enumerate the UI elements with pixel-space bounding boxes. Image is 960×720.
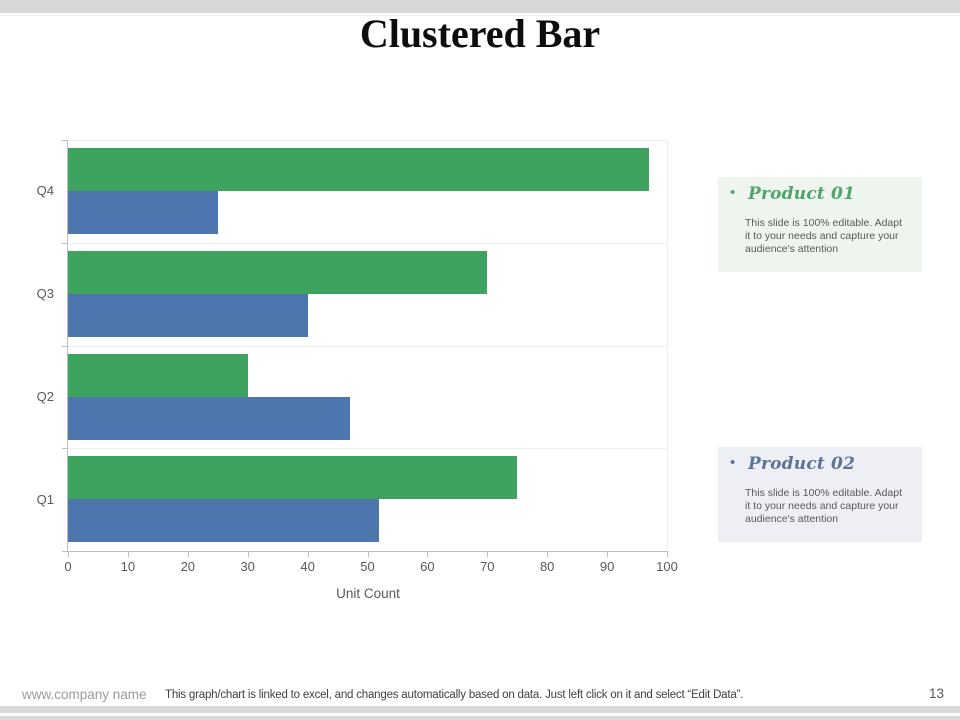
category-label-q1: Q1 bbox=[36, 491, 54, 507]
product01-description: This slide is 100% editable. Adapt it to… bbox=[745, 217, 903, 255]
y-tick bbox=[62, 448, 67, 450]
x-axis-title: Unit Count bbox=[336, 586, 400, 601]
y-axis-line bbox=[67, 140, 68, 551]
x-tick bbox=[487, 552, 489, 557]
x-tick-label: 20 bbox=[180, 559, 196, 574]
x-tick-label: 30 bbox=[240, 559, 255, 574]
x-tick bbox=[68, 552, 69, 557]
y-tick bbox=[62, 140, 67, 141]
top-border-accent-line bbox=[0, 15, 960, 16]
x-tick bbox=[307, 552, 309, 557]
top-border-bar bbox=[0, 0, 960, 13]
page-number: 13 bbox=[928, 686, 944, 701]
x-tick bbox=[547, 552, 549, 557]
x-tick-label: 90 bbox=[599, 559, 615, 574]
bar-q2-product02[interactable] bbox=[68, 396, 350, 440]
x-tick-label: 100 bbox=[656, 559, 678, 574]
bar-q4-product01[interactable] bbox=[68, 148, 650, 191]
bar-q4-product02[interactable] bbox=[68, 191, 218, 234]
x-tick bbox=[427, 552, 429, 557]
x-axis-line bbox=[67, 551, 668, 552]
category-label-q3: Q3 bbox=[36, 286, 54, 302]
x-tick bbox=[607, 552, 609, 557]
gridline bbox=[68, 345, 667, 347]
x-tick-label: 50 bbox=[360, 559, 375, 574]
bottom-border-bar-upper bbox=[0, 706, 960, 713]
x-tick-label: 0 bbox=[64, 559, 72, 574]
gridline bbox=[68, 140, 667, 141]
x-tick-label: 70 bbox=[480, 559, 495, 574]
bullet-icon: • bbox=[730, 184, 736, 201]
gridline bbox=[68, 242, 667, 244]
page-title: Clustered Bar bbox=[359, 11, 601, 56]
x-tick bbox=[127, 552, 129, 557]
category-label-q4: Q4 bbox=[36, 183, 54, 199]
x-tick-label: 40 bbox=[300, 559, 315, 574]
x-tick-label: 60 bbox=[420, 559, 435, 574]
gridline-right bbox=[667, 140, 668, 551]
y-tick bbox=[62, 551, 67, 552]
x-tick bbox=[667, 552, 668, 557]
category-label-q2: Q2 bbox=[36, 388, 54, 404]
bottom-border-bar-lower bbox=[0, 716, 960, 720]
product02-callout-box: • Product 02 This slide is 100% editable… bbox=[718, 447, 922, 542]
y-tick bbox=[62, 242, 67, 244]
bar-q2-product01[interactable] bbox=[68, 353, 248, 397]
bar-q1-product02[interactable] bbox=[68, 499, 380, 543]
product02-title: Product 02 bbox=[748, 454, 856, 474]
x-tick bbox=[367, 552, 369, 557]
y-tick bbox=[62, 345, 67, 347]
bar-q3-product01[interactable] bbox=[68, 250, 488, 294]
footer-company-name: www.company name bbox=[22, 687, 147, 702]
product01-callout-box: • Product 01 This slide is 100% editable… bbox=[718, 177, 922, 272]
product02-description: This slide is 100% editable. Adapt it to… bbox=[745, 487, 903, 525]
footer-edit-data-note: This graph/chart is linked to excel, and… bbox=[165, 689, 744, 701]
x-tick bbox=[247, 552, 249, 557]
bar-q3-product02[interactable] bbox=[68, 293, 308, 337]
product01-title: Product 01 bbox=[748, 184, 856, 204]
bullet-icon: • bbox=[730, 454, 736, 471]
x-tick bbox=[187, 552, 189, 557]
x-tick-label: 80 bbox=[539, 559, 555, 574]
x-tick-label: 10 bbox=[120, 559, 136, 574]
gridline bbox=[68, 448, 667, 450]
bar-q1-product01[interactable] bbox=[68, 456, 518, 500]
